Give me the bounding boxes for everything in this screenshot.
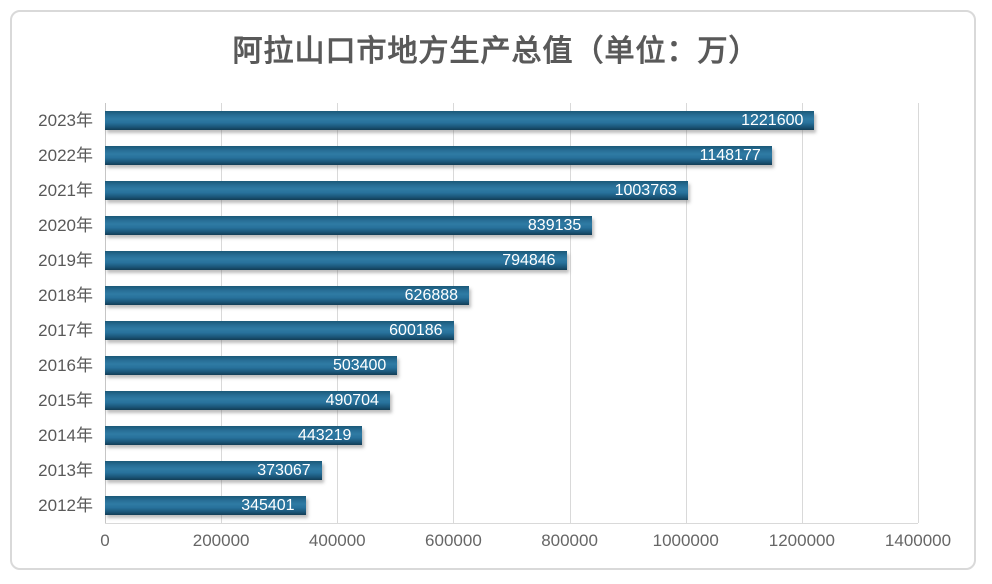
gridline (918, 103, 919, 523)
x-axis-tick-label: 400000 (308, 531, 366, 550)
y-axis-label: 2021年 (38, 180, 93, 200)
y-axis-label: 2017年 (38, 320, 93, 340)
gridline (569, 103, 571, 523)
x-axis-tick-label: 800000 (541, 531, 598, 550)
bar: 794846 (105, 251, 567, 270)
bar-value-label: 443219 (297, 427, 352, 444)
y-axis-label: 2018年 (38, 285, 93, 305)
bar-row: 443219 (105, 418, 918, 453)
bar: 503400 (105, 356, 398, 375)
bar: 626888 (105, 286, 470, 305)
bar-value-label: 345401 (241, 497, 295, 514)
y-axis-label: 2020年 (38, 215, 93, 235)
bar-row: 839135 (105, 208, 918, 243)
x-axis-tick-label: 1400000 (884, 531, 952, 550)
bar: 1148177 (105, 146, 772, 165)
bar-value-label: 1148177 (699, 147, 761, 164)
bar: 1003763 (105, 181, 688, 200)
y-axis-line (105, 103, 106, 523)
bar-value-label: 626888 (404, 287, 459, 304)
x-axis-tick-label: 600000 (425, 531, 482, 550)
y-axis-label: 2016年 (38, 355, 93, 375)
bar-value-label: 1003763 (614, 182, 677, 199)
gridline (221, 103, 223, 523)
x-axis-tick-label: 0 (100, 531, 110, 550)
chart-title: 阿拉山口市地方生产总值（单位：万） (232, 35, 760, 68)
y-axis-label: 2014年 (38, 425, 93, 445)
bar: 373067 (105, 461, 322, 480)
gridline (453, 103, 455, 523)
x-axis-tick-label: 1000000 (652, 531, 719, 550)
bar: 490704 (105, 391, 390, 410)
y-axis-label: 2019年 (38, 250, 93, 270)
y-axis-label: 2015年 (38, 390, 93, 410)
bar-row: 503400 (105, 348, 918, 383)
bar-row: 626888 (105, 278, 918, 313)
gridline (685, 103, 687, 523)
bar: 600186 (105, 321, 454, 340)
bar-value-label: 503400 (332, 357, 387, 374)
bar: 345401 (105, 496, 306, 515)
y-axis-label: 2023年 (38, 110, 93, 130)
bar-row: 345401 (105, 488, 918, 523)
bar: 839135 (105, 216, 593, 235)
bar: 443219 (105, 426, 363, 445)
bar-row: 1148177 (105, 138, 918, 173)
bar-value-label: 373067 (257, 462, 311, 479)
x-axis-tick-label: 1200000 (768, 531, 835, 550)
bar-row: 373067 (105, 453, 918, 488)
y-axis-label: 2013年 (38, 460, 93, 480)
bar-value-label: 490704 (325, 392, 379, 409)
bar-row: 794846 (105, 243, 918, 278)
bar-value-label: 839135 (527, 217, 582, 234)
x-axis-tick-label: 200000 (192, 531, 250, 550)
bar-value-label: 1221600 (741, 112, 804, 129)
bar-row: 600186 (105, 313, 918, 348)
bar-row: 1221600 (105, 103, 918, 138)
bar: 1221600 (105, 111, 815, 130)
bar-row: 1003763 (105, 173, 918, 208)
y-axis-label: 2022年 (38, 145, 93, 165)
plot-area: 1221600 1148177 1003763 839135 794846 626888 6… (105, 103, 919, 524)
gridline (337, 103, 339, 523)
bar-row: 490704 (105, 383, 918, 418)
y-axis-label: 2012年 (38, 495, 93, 515)
bar-value-label: 794846 (502, 252, 556, 269)
gridline (801, 103, 803, 523)
bar-value-label: 600186 (389, 322, 443, 339)
